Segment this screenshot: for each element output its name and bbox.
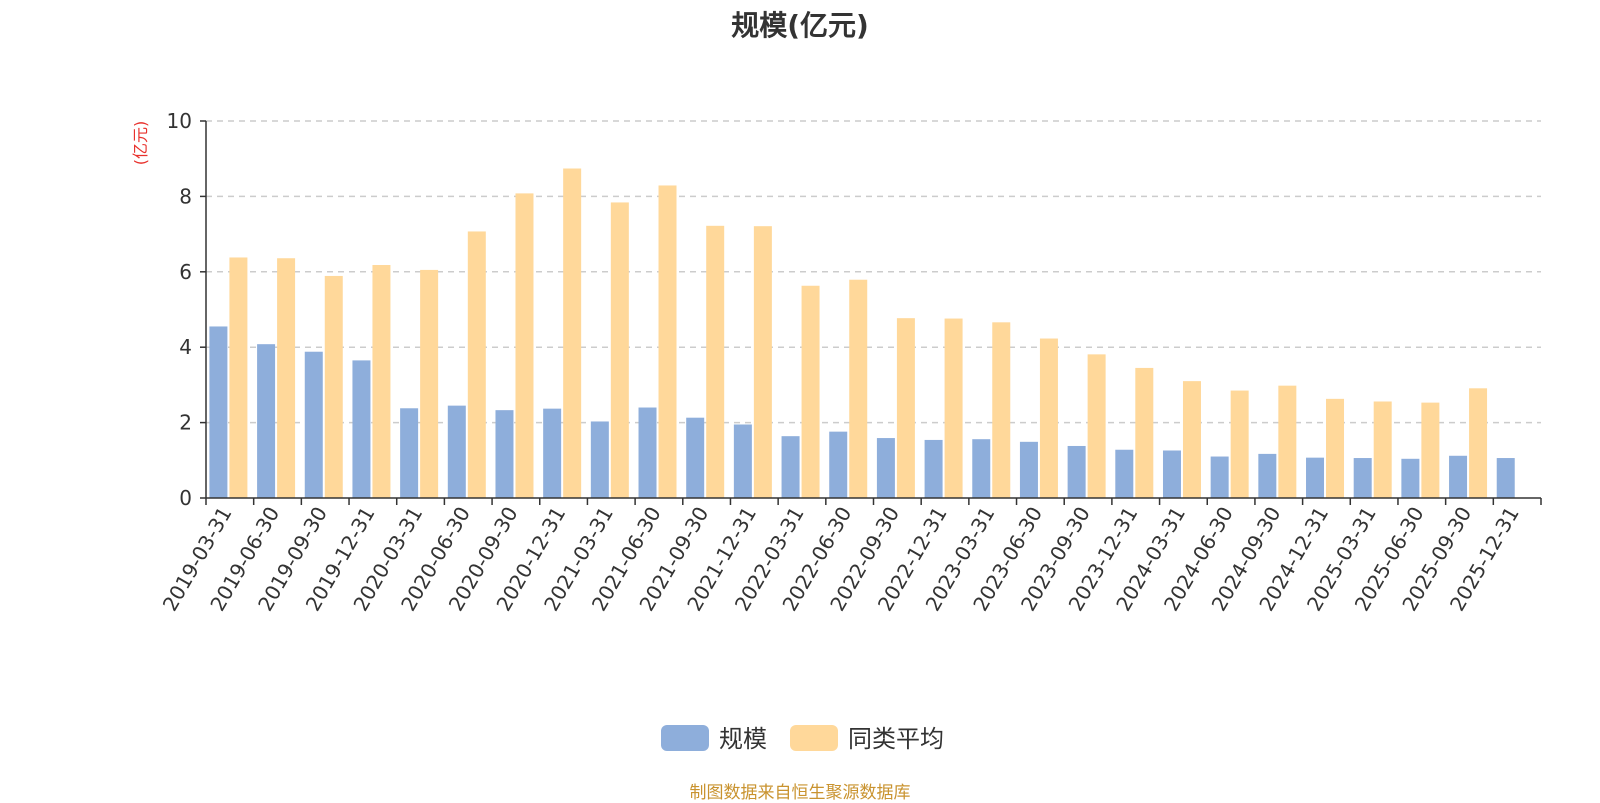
bar-peer-average [706, 225, 725, 498]
bar-peer-average [1087, 354, 1106, 498]
bar-scale [352, 360, 371, 498]
bar-peer-average [420, 269, 439, 498]
bar-scale [1353, 458, 1372, 498]
bar-scale [1067, 445, 1086, 498]
y-tick-label: 6 [179, 260, 192, 284]
bar-scale [209, 326, 228, 498]
bar-scale [1401, 458, 1420, 498]
bar-scale [1306, 457, 1325, 498]
bar-peer-average [1469, 388, 1488, 498]
bar-scale [400, 408, 419, 498]
legend-swatch-scale [661, 725, 709, 751]
bar-peer-average [896, 318, 915, 498]
bar-scale [638, 407, 657, 498]
y-axis-unit-label: (亿元) [131, 121, 150, 166]
bar-peer-average [1135, 367, 1154, 498]
bar-scale [924, 439, 943, 498]
bar-peer-average [372, 265, 391, 498]
bar-peer-average [324, 275, 343, 498]
bar-scale [972, 439, 991, 498]
y-tick-label: 2 [179, 411, 192, 435]
bar-scale [876, 438, 895, 498]
legend-label-scale: 规模 [719, 725, 767, 753]
bar-peer-average [658, 185, 677, 499]
bar-peer-average [1182, 381, 1201, 498]
bar-scale [1162, 450, 1181, 498]
bar-peer-average [1373, 401, 1392, 498]
bar-peer-average [944, 318, 963, 498]
bar-peer-average [801, 285, 820, 498]
bar-peer-average [1278, 385, 1297, 498]
bar-peer-average [563, 168, 582, 498]
y-tick-label: 10 [167, 109, 192, 133]
legend-swatch-peer-average [790, 725, 838, 751]
bar-scale [304, 351, 323, 498]
bar-peer-average [229, 257, 248, 498]
bar-scale [590, 421, 609, 498]
bar-peer-average [467, 231, 486, 498]
bar-scale [1019, 441, 1038, 498]
bar-scale [1449, 455, 1468, 498]
y-tick-label: 4 [179, 335, 192, 359]
chart-title: 规模(亿元) [731, 9, 869, 42]
bar-peer-average [1230, 390, 1249, 498]
legend-label-peer-average: 同类平均 [848, 725, 944, 753]
axes [200, 120, 1542, 505]
bar-scale [1210, 456, 1229, 498]
bar-scale [1115, 449, 1134, 498]
y-tick-label: 8 [179, 184, 192, 208]
bar-peer-average [849, 279, 868, 498]
source-note: 制图数据来自恒生聚源数据库 [689, 783, 911, 803]
bar-peer-average [277, 258, 296, 498]
bar-scale [495, 410, 514, 498]
grid-lines [206, 120, 1541, 424]
y-tick-label: 0 [179, 486, 192, 510]
bars [209, 168, 1515, 499]
bar-scale [447, 405, 466, 498]
bar-peer-average [992, 322, 1011, 498]
bar-scale [829, 431, 848, 498]
bar-peer-average [1039, 338, 1058, 498]
bar-peer-average [753, 226, 772, 499]
bar-peer-average [515, 193, 534, 498]
bar-scale [1258, 453, 1277, 498]
bar-scale [257, 344, 276, 498]
bar-peer-average [1326, 398, 1345, 498]
bar-scale [1496, 458, 1515, 498]
bar-scale [781, 436, 800, 498]
bar-peer-average [610, 202, 629, 498]
legend: 规模 同类平均 [661, 725, 944, 753]
bar-scale [733, 424, 752, 498]
bar-peer-average [1421, 402, 1440, 498]
bar-scale [686, 417, 705, 498]
bar-scale [543, 408, 562, 498]
